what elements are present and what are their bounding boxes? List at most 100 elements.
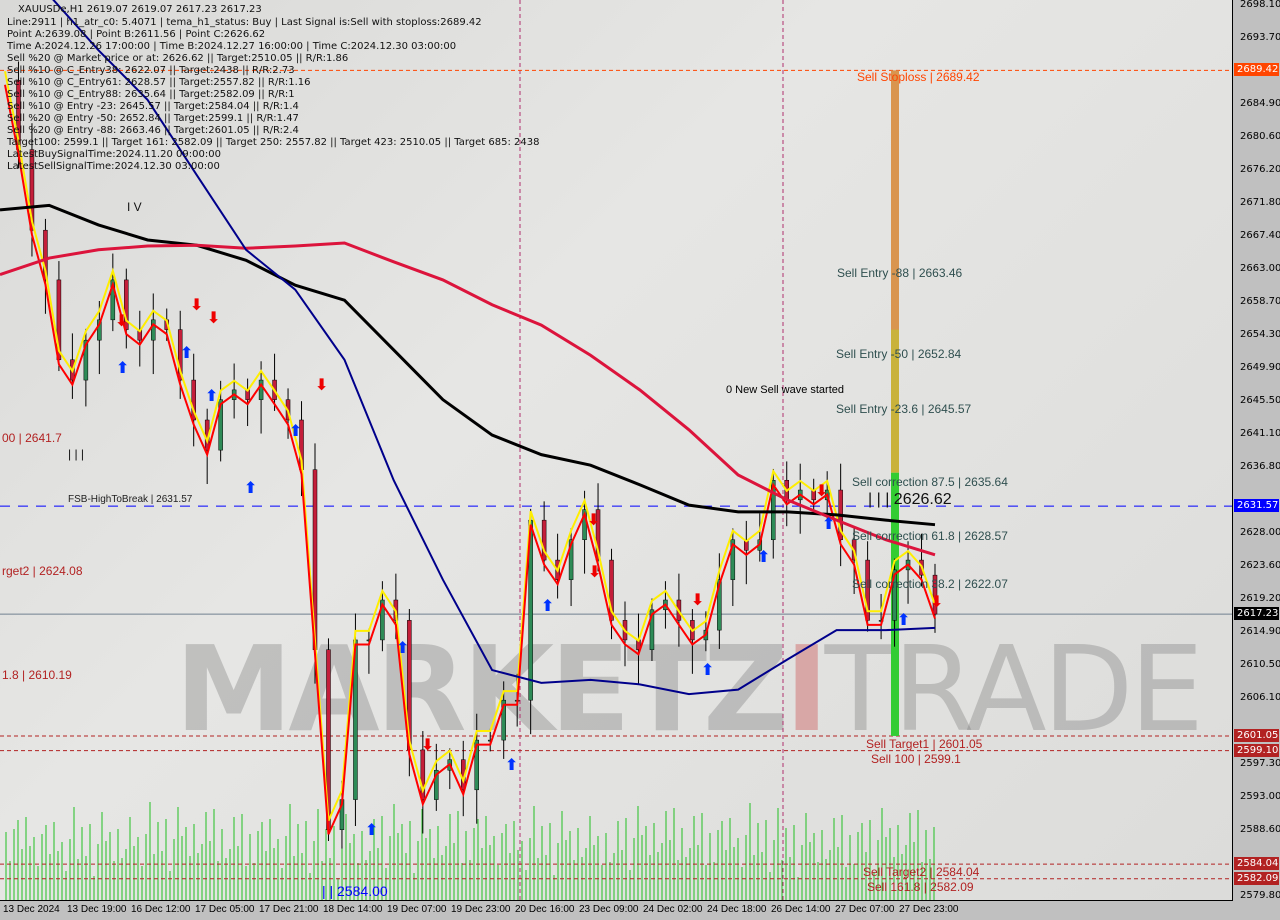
sell-entry-23-label: Sell Entry -23.6 | 2645.57 xyxy=(836,402,972,416)
price-tick-label: 2579.80 xyxy=(1240,890,1280,901)
new-sell-wave-label: 0 New Sell wave started xyxy=(726,384,844,396)
time-tick-label: 27 Dec 23:00 xyxy=(899,904,959,915)
sell-correction-618-label: Sell correction 61.8 | 2628.57 xyxy=(852,529,1008,543)
price-tick-label: 2698.10 xyxy=(1240,0,1280,10)
info-line: Line:2911 | h1_atr_c0: 5.4071 | tema_h1_… xyxy=(7,17,482,28)
price-level-tag: 2584.04 xyxy=(1234,857,1279,871)
price-tick-label: 2614.90 xyxy=(1240,625,1280,637)
stoploss-zone-bar xyxy=(891,70,899,390)
price-level-tag: 2582.09 xyxy=(1234,871,1279,885)
price-tick-label: 2654.30 xyxy=(1240,328,1280,340)
buy-arrow-icon: ⬆ xyxy=(244,478,258,497)
candle-body xyxy=(177,329,183,381)
candle-body xyxy=(191,379,196,421)
sell-target1-label: Sell Target1 | 2601.05 xyxy=(866,737,983,751)
candle-body xyxy=(110,279,116,321)
candle-body xyxy=(744,539,749,551)
price-tick-label: 2636.80 xyxy=(1240,460,1280,472)
sell-entry-88-label: Sell Entry -88 | 2663.46 xyxy=(837,266,963,280)
price-level-tag: 2599.10 xyxy=(1234,743,1279,757)
sell-arrow-icon: ⬇ xyxy=(315,375,329,394)
buy-arrow-icon: ⬆ xyxy=(205,386,219,405)
candle-body xyxy=(83,339,89,381)
moving-average-line xyxy=(0,203,936,527)
buy-arrow-icon: ⬆ xyxy=(897,610,911,629)
candle-body xyxy=(649,609,655,650)
price-tick-label: 2641.10 xyxy=(1240,428,1280,440)
buy-arrow-icon: ⬆ xyxy=(505,755,519,774)
candle-body xyxy=(218,399,223,451)
candle-body xyxy=(730,539,736,580)
price-tick-label: 2667.40 xyxy=(1240,230,1280,242)
buy-arrow-icon: ⬆ xyxy=(365,820,379,839)
price-tick-label: 2684.90 xyxy=(1240,98,1280,110)
moving-average-line xyxy=(0,241,936,557)
sell-arrow-icon: ⬇ xyxy=(930,592,944,611)
price-level-tag: 2617.23 xyxy=(1234,607,1279,621)
info-line: Sell %10 @ C_Entry88: 2635.64 || Target:… xyxy=(7,89,295,100)
price-chart xyxy=(0,0,1232,900)
buy-arrow-icon: ⬆ xyxy=(701,660,715,679)
left-target2-label: rget2 | 2624.08 xyxy=(2,564,83,578)
sell-arrow-icon: ⬇ xyxy=(421,735,435,754)
sell-target2-label: Sell Target2 | 2584.04 xyxy=(863,865,980,879)
price-tick-label: 2588.60 xyxy=(1240,823,1280,835)
price-tick-label: 2645.50 xyxy=(1240,395,1280,407)
price-tick-label: 2597.30 xyxy=(1240,758,1280,770)
price-tick-label: 2671.80 xyxy=(1240,197,1280,209)
candle-body xyxy=(434,769,439,800)
candle-body xyxy=(43,229,48,281)
sell-arrow-icon: ⬇ xyxy=(587,510,601,529)
sell-arrow-icon: ⬇ xyxy=(588,562,602,581)
candle-body xyxy=(380,599,385,641)
price-tick-label: 2649.90 xyxy=(1240,362,1280,374)
chart-plot-area[interactable]: MARKETZITRADE XAUUSDe,H1 2619.07 2619.07… xyxy=(0,0,1233,901)
time-tick-label: 26 Dec 14:00 xyxy=(771,904,831,915)
price-tick-label: 2658.70 xyxy=(1240,295,1280,307)
info-line: Point A:2639.08 | Point B:2611.56 | Poin… xyxy=(7,29,266,40)
price-tick-label: 2606.10 xyxy=(1240,691,1280,703)
price-tick-label: 2619.20 xyxy=(1240,593,1280,605)
time-tick-label: 19 Dec 07:00 xyxy=(387,904,447,915)
candle-body xyxy=(541,519,547,561)
price-level-tag: 2601.05 xyxy=(1234,728,1279,742)
sell-1618-label: Sell 161.8 | 2582.09 xyxy=(867,880,974,894)
candle-body xyxy=(771,480,776,541)
buy-arrow-icon: ⬆ xyxy=(757,547,771,566)
time-tick-label: 19 Dec 23:00 xyxy=(451,904,511,915)
buy-arrow-icon: ⬆ xyxy=(822,514,836,533)
sell-arrow-icon: ⬇ xyxy=(115,311,129,330)
time-tick-label: 17 Dec 21:00 xyxy=(259,904,319,915)
buy-arrow-icon: ⬆ xyxy=(396,638,410,657)
sell-arrow-icon: ⬇ xyxy=(207,308,221,327)
moving-average-line xyxy=(52,0,936,696)
wave-iii-label: | | | xyxy=(68,447,85,461)
time-tick-label: 13 Dec 19:00 xyxy=(67,904,127,915)
time-tick-label: 23 Dec 09:00 xyxy=(579,904,639,915)
watermark-logo: MARKETZITRADE xyxy=(175,620,1204,758)
price-tick-label: 2593.00 xyxy=(1240,790,1280,802)
price-tick-label: 2610.50 xyxy=(1240,658,1280,670)
sell-arrow-icon: ⬇ xyxy=(815,481,829,500)
candle-body xyxy=(124,279,129,330)
info-line: Sell %10 @ Entry -23: 2645.57 || Target:… xyxy=(7,101,299,112)
buy-arrow-icon: ⬆ xyxy=(116,358,130,377)
candle-body xyxy=(932,574,938,615)
yellow-ma-line xyxy=(4,71,936,822)
time-tick-label: 27 Dec 07:00 xyxy=(835,904,895,915)
price-tick-label: 2663.00 xyxy=(1240,263,1280,275)
price-tick-label: 2628.00 xyxy=(1240,526,1280,538)
info-line: LatestSellSignalTime:2024.12.30 03:00:00 xyxy=(7,161,220,172)
info-line: Sell %10 @ C_Entry61: 2628.57 || Target:… xyxy=(7,77,311,88)
buy-arrow-icon: ⬆ xyxy=(289,421,303,440)
sell-entry-50-label: Sell Entry -50 | 2652.84 xyxy=(836,347,962,361)
candle-body xyxy=(420,749,426,800)
buy-arrow-icon: ⬆ xyxy=(541,596,555,615)
price-tick-label: 2693.70 xyxy=(1240,32,1280,44)
price-level-tag: 2631.57 xyxy=(1234,499,1279,513)
price-tick-label: 2680.60 xyxy=(1240,130,1280,142)
red-ma-line xyxy=(4,84,936,835)
candle-body xyxy=(892,569,897,621)
price-tick-label: 2623.60 xyxy=(1240,560,1280,572)
candle-body xyxy=(97,319,102,341)
